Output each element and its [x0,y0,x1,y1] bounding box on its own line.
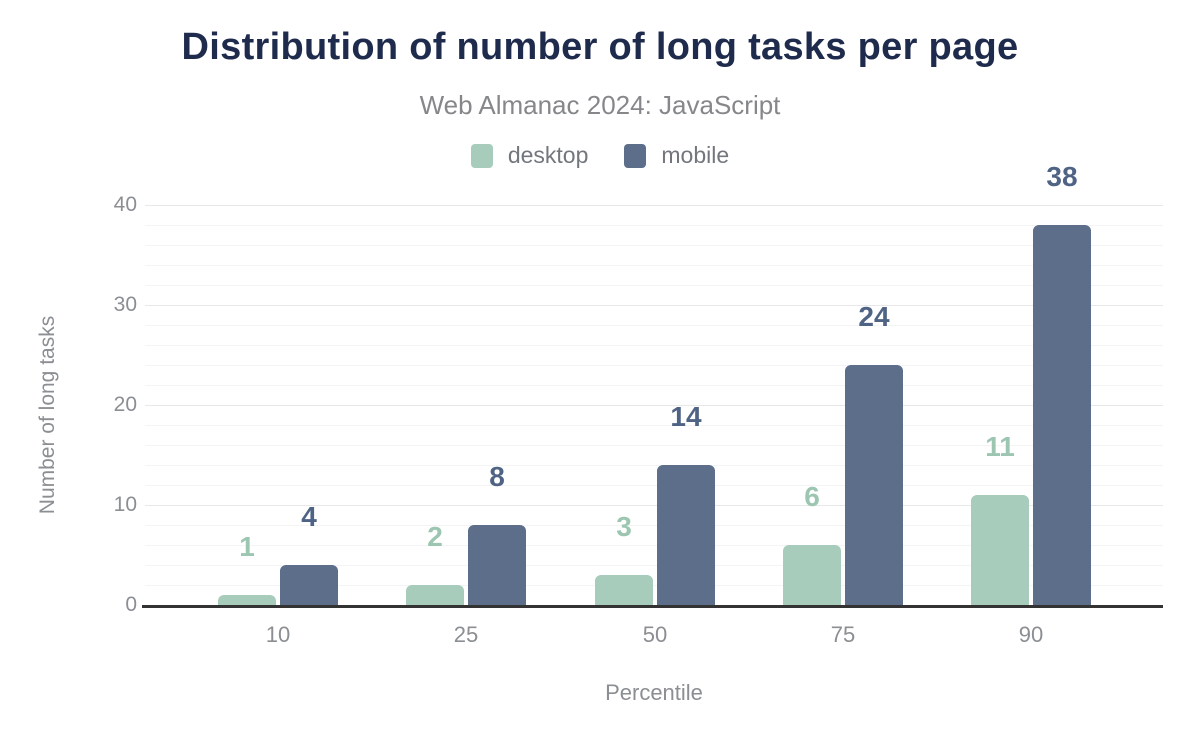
minor-gridline [145,585,1163,586]
minor-gridline [145,365,1163,366]
y-tick-label: 0 [125,593,137,616]
mobile-series-swatch [624,143,647,168]
minor-gridline [145,425,1163,426]
legend-item-mobile[interactable]: mobile [624,142,729,169]
value-label-desktop-p75: 6 [804,481,820,512]
bar-desktop-p90[interactable] [971,495,1029,606]
major-gridline [145,305,1163,306]
bar-desktop-p75[interactable] [783,545,841,606]
y-tick-label: 40 [113,193,137,216]
legend-label-mobile: mobile [661,142,730,168]
desktop-series-swatch [470,143,493,168]
minor-gridline [145,385,1163,386]
legend: desktop mobile [0,142,1200,169]
x-tick-label: 90 [1018,622,1044,647]
x-tick-label: 50 [642,622,668,647]
legend-label-desktop: desktop [507,142,589,168]
y-tick-label: 20 [113,393,137,416]
minor-gridline [145,465,1163,466]
y-tick-label: 30 [113,293,137,316]
x-tick-label: 75 [830,622,856,647]
major-gridline [145,205,1163,206]
value-label-desktop-p90: 11 [985,431,1015,462]
y-tick-label: 10 [113,493,137,516]
bar-mobile-p75[interactable] [845,365,903,606]
major-gridline [145,505,1163,506]
bar-desktop-p25[interactable] [406,585,464,606]
value-label-mobile-p90: 38 [1046,161,1078,192]
bar-desktop-p10[interactable] [218,595,276,606]
value-label-mobile-p25: 8 [489,461,505,492]
value-label-mobile-p75: 24 [858,301,890,332]
bar-mobile-p25[interactable] [468,525,526,606]
value-label-desktop-p10: 1 [239,531,255,562]
minor-gridline [145,285,1163,286]
bar-mobile-p10[interactable] [280,565,338,606]
bar-mobile-p50[interactable] [657,465,715,606]
bar-mobile-p90[interactable] [1033,225,1091,606]
minor-gridline [145,485,1163,486]
x-tick-label: 10 [265,622,291,647]
major-gridline [145,405,1163,406]
x-axis-line [142,605,1163,608]
minor-gridline [145,265,1163,266]
bar-desktop-p50[interactable] [595,575,653,606]
minor-gridline [145,245,1163,246]
minor-gridline [145,225,1163,226]
value-label-desktop-p50: 3 [616,511,632,542]
x-axis-title: Percentile [605,680,703,705]
chart-subtitle: Web Almanac 2024: JavaScript [419,90,781,120]
minor-gridline [145,345,1163,346]
value-label-mobile-p10: 4 [301,501,317,532]
x-tick-label: 25 [453,622,479,647]
value-label-desktop-p25: 2 [427,521,443,552]
minor-gridline [145,525,1163,526]
minor-gridline [145,325,1163,326]
minor-gridline [145,545,1163,546]
chart-title: Distribution of number of long tasks per… [181,26,1019,68]
legend-item-desktop[interactable]: desktop [470,142,589,169]
minor-gridline [145,565,1163,566]
minor-gridline [145,445,1163,446]
value-label-mobile-p50: 14 [670,401,702,432]
